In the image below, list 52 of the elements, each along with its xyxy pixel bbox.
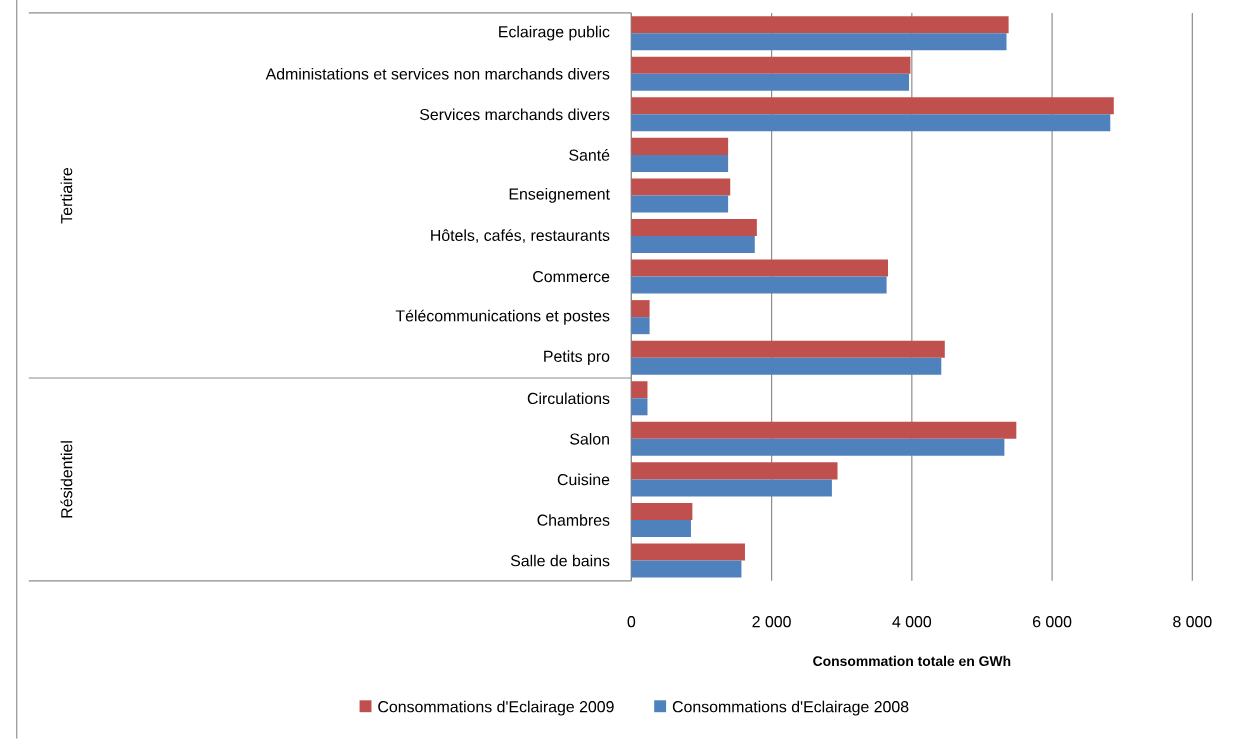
y-tick-label: Administations et services non marchands divers [265,68,610,80]
x-tick-label: 0 [627,616,636,628]
bar [631,155,729,173]
x-axis-title: Consommation totale en GWh [813,655,1011,667]
y-tick-label: Salle de bains [510,554,610,567]
y-tick-label: Enseignement [509,188,610,204]
x-tick-label: 8 000 [1173,616,1212,628]
bar [631,398,648,416]
y-tick-label: Services marchands divers [420,108,610,121]
bar [631,462,838,480]
bar [631,219,757,237]
bar [631,33,1007,51]
bar [631,543,745,561]
y-tick-label: Eclairage public [499,25,610,41]
y-tick-label: Petits pro [544,350,610,366]
y-tick-label: Santé [569,149,610,161]
bar [631,503,693,521]
bar [631,236,755,254]
bar [631,381,648,399]
bar [631,259,888,277]
legend-label: Consommations d'Eclairage 2008 [672,700,909,716]
bar [631,178,731,196]
y-tick-label: Commerce [533,271,610,283]
bar [631,276,887,294]
x-tick-label: 6 000 [1033,616,1072,628]
y-tick-label: Cuisine [557,473,610,486]
bar [631,300,650,318]
bar [631,479,832,497]
bar [631,73,910,91]
bar [631,340,945,358]
bar [631,114,1111,132]
text: Résidentiel [60,441,73,518]
y-tick-label: Salon [570,433,609,445]
y-tick-label: Chambres [537,514,610,526]
bar [631,438,1005,457]
text: Tertiaire [60,168,73,224]
bar [631,560,742,578]
bar [631,520,691,538]
bar [631,56,911,74]
x-tick-label: 4 000 [892,616,932,628]
bar [631,317,650,335]
y-tick-label: Hôtels, cafés, restaurants [431,229,610,244]
bar [631,138,729,156]
legend-label: Consommations d'Eclairage 2009 [378,700,614,716]
bar [631,16,1009,34]
y-tick-label: Télécommunications et postes [395,309,610,325]
x-tick-label: 2 000 [752,616,791,628]
bar [631,195,729,213]
y-tick-label: Circulations [527,392,610,405]
bar [631,357,942,375]
bar [631,97,1114,115]
bar [631,421,1017,439]
